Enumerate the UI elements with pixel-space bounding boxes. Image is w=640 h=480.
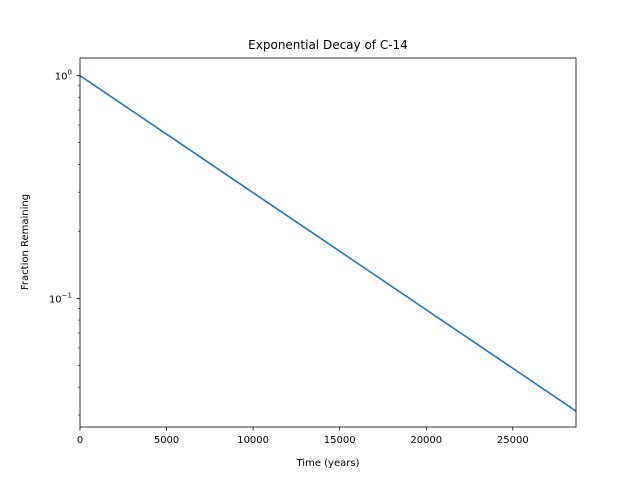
x-axis-ticks: 0 5000 10000 15000 20000 25000	[77, 427, 529, 446]
y-axis-ticks: 100 10−1	[49, 69, 80, 416]
y-tick-label: 10−1	[49, 291, 72, 305]
y-tick-label: 100	[55, 69, 72, 83]
x-tick-label: 5000	[154, 435, 179, 446]
x-tick-label: 10000	[237, 435, 269, 446]
y-axis-label: Fraction Remaining	[20, 194, 31, 290]
x-tick-label: 25000	[497, 435, 529, 446]
chart-title: Exponential Decay of C-14	[248, 38, 408, 52]
decay-series-line	[79, 74, 577, 412]
x-tick-label: 20000	[410, 435, 442, 446]
series-layer	[79, 74, 577, 412]
x-tick-label: 0	[77, 435, 83, 446]
x-axis-label: Time (years)	[296, 458, 360, 469]
x-tick-label: 15000	[324, 435, 356, 446]
plot-frame	[79, 57, 577, 428]
